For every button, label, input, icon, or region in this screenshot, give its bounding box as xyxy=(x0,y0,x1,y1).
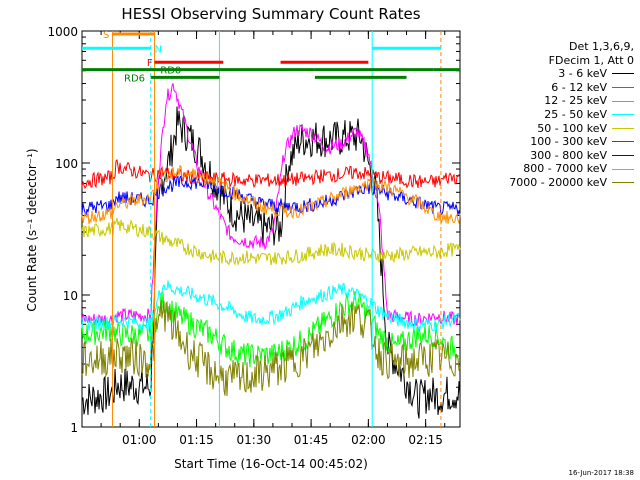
legend-entry-label: 800 - 7000 keV xyxy=(523,162,607,176)
legend-entry: 100 - 300 keV xyxy=(478,135,638,149)
legend-swatch xyxy=(612,168,634,170)
y-tick-label: 1000 xyxy=(47,25,78,39)
series-line-5 xyxy=(81,158,461,189)
legend-header-detectors: Det 1,3,6,9, xyxy=(568,40,634,53)
legend-entry-label: 25 - 50 keV xyxy=(544,107,607,121)
series-line-8 xyxy=(81,300,461,397)
legend-swatch xyxy=(612,182,634,184)
legend-entry: 3 - 6 keV xyxy=(478,67,638,81)
legend-entry: 300 - 800 keV xyxy=(478,149,638,163)
legend-entry-label: 50 - 100 keV xyxy=(537,121,607,135)
chart-title: HESSI Observing Summary Count Rates xyxy=(121,5,420,23)
legend-swatch xyxy=(612,73,634,75)
legend-entry-label: 3 - 6 keV xyxy=(558,67,607,81)
x-tick-label: 01:00 xyxy=(122,433,157,447)
series-line-7 xyxy=(81,164,461,226)
legend-entry-label: 12 - 25 keV xyxy=(544,94,607,108)
legend-swatch xyxy=(612,100,634,102)
state-label-8: RD6 xyxy=(124,73,145,84)
legend-entry-label: 6 - 12 keV xyxy=(551,80,607,94)
legend-swatch xyxy=(612,155,634,157)
legend-entry: 800 - 7000 keV xyxy=(478,162,638,176)
legend-entry-label: 7000 - 20000 keV xyxy=(509,175,607,189)
state-label-2: F xyxy=(147,58,153,69)
y-tick-label: 10 xyxy=(63,289,78,303)
y-tick-label: 100 xyxy=(55,157,78,171)
series-line-3 xyxy=(81,280,461,333)
legend-entry: 25 - 50 keV xyxy=(478,108,638,122)
y-tick-label: 1 xyxy=(70,421,78,435)
state-label-5: RD0 xyxy=(160,66,181,77)
x-tick-label: 01:45 xyxy=(294,433,329,447)
x-tick-label: 02:00 xyxy=(351,433,386,447)
legend-swatch xyxy=(612,114,634,116)
legend-swatch xyxy=(612,87,634,89)
state-label-0: S xyxy=(103,30,109,41)
footer-timestamp: 16-Jun-2017 18:38 xyxy=(568,469,635,477)
legend-swatch xyxy=(612,127,634,129)
legend-swatch xyxy=(612,141,634,143)
state-label-1: N xyxy=(155,44,162,55)
legend-entry-label: 300 - 800 keV xyxy=(530,148,607,162)
x-tick-label: 02:15 xyxy=(408,433,443,447)
plot-area: 1 10 100 1000 01:00 01:15 01:30 01:45 02:00 02:15… xyxy=(47,25,461,447)
series-line-4 xyxy=(81,217,461,266)
x-tick-label: 01:15 xyxy=(179,433,214,447)
legend: Det 1,3,6,9, FDecim 1, Att 0 3 - 6 keV 6 … xyxy=(478,40,638,190)
y-axis-label: Count Rate (s⁻¹ detector⁻¹) xyxy=(25,148,39,311)
legend-entry-label: 100 - 300 keV xyxy=(530,135,607,149)
x-axis-label: Start Time (16-Oct-14 00:45:02) xyxy=(174,457,368,471)
legend-entry: 7000 - 20000 keV xyxy=(478,176,638,190)
legend-entry: 12 - 25 keV xyxy=(478,94,638,108)
x-tick-label: 01:30 xyxy=(237,433,272,447)
legend-entry: 50 - 100 keV xyxy=(478,122,638,136)
series-line-1 xyxy=(81,83,461,328)
legend-entry: 6 - 12 keV xyxy=(478,81,638,95)
series-line-2 xyxy=(81,291,461,368)
legend-header-decimation: FDecim 1, Att 0 xyxy=(548,53,634,67)
